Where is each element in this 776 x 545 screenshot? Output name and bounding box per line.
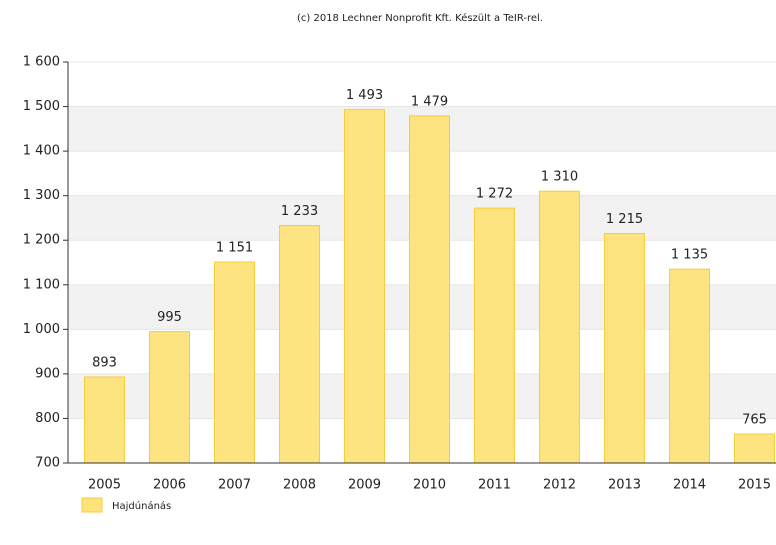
- data-label: 1 310: [541, 170, 578, 185]
- y-tick-label: 1 000: [23, 322, 60, 337]
- data-label: 1 479: [411, 94, 448, 109]
- bar: [539, 190, 580, 464]
- data-label: 1 272: [476, 187, 513, 202]
- y-tick-label: 800: [35, 411, 60, 426]
- bar: [604, 233, 645, 464]
- y-tick-label: 1 300: [23, 188, 60, 203]
- y-tick-label: 1 100: [23, 277, 60, 292]
- bar: [344, 109, 385, 464]
- y-tick-label: 1 200: [23, 233, 60, 248]
- data-label: 995: [157, 310, 182, 325]
- x-tick-label: 2011: [478, 478, 511, 493]
- data-label: 1 135: [671, 248, 708, 263]
- y-tick-label: 700: [35, 456, 60, 471]
- bar: [149, 331, 190, 464]
- x-tick-label: 2012: [543, 478, 576, 493]
- plot: [84, 109, 775, 464]
- bar: [409, 115, 450, 464]
- y-tick-label: 1 500: [23, 99, 60, 114]
- bar: [214, 261, 255, 464]
- x-tick-label: 2013: [608, 478, 641, 493]
- data-label: 1 215: [606, 212, 643, 227]
- bar: [474, 207, 515, 464]
- data-label: 1 151: [216, 241, 253, 256]
- bar: [279, 225, 320, 464]
- data-label: 1 233: [281, 204, 318, 219]
- bar: [669, 268, 710, 464]
- x-tick-label: 2010: [413, 478, 446, 493]
- y-tick-label: 1 400: [23, 144, 60, 159]
- legend-swatch: [81, 497, 103, 513]
- y-tick-label: 1 600: [23, 55, 60, 70]
- x-tick-label: 2015: [738, 478, 771, 493]
- x-tick-label: 2008: [283, 478, 316, 493]
- data-label: 893: [92, 356, 117, 371]
- x-tick-label: 2007: [218, 478, 251, 493]
- legend-label: Hajdúnánás: [112, 500, 171, 512]
- x-tick-label: 2006: [153, 478, 186, 493]
- x-tick-label: 2005: [88, 478, 121, 493]
- data-label: 1 493: [346, 88, 383, 103]
- chart-title: (c) 2018 Lechner Nonprofit Kft. Készült …: [297, 12, 543, 24]
- bar: [84, 376, 125, 464]
- x-tick-label: 2009: [348, 478, 381, 493]
- bar: [734, 433, 775, 464]
- data-label: 765: [742, 413, 767, 428]
- x-tick-label: 2014: [673, 478, 706, 493]
- y-tick-label: 900: [35, 366, 60, 381]
